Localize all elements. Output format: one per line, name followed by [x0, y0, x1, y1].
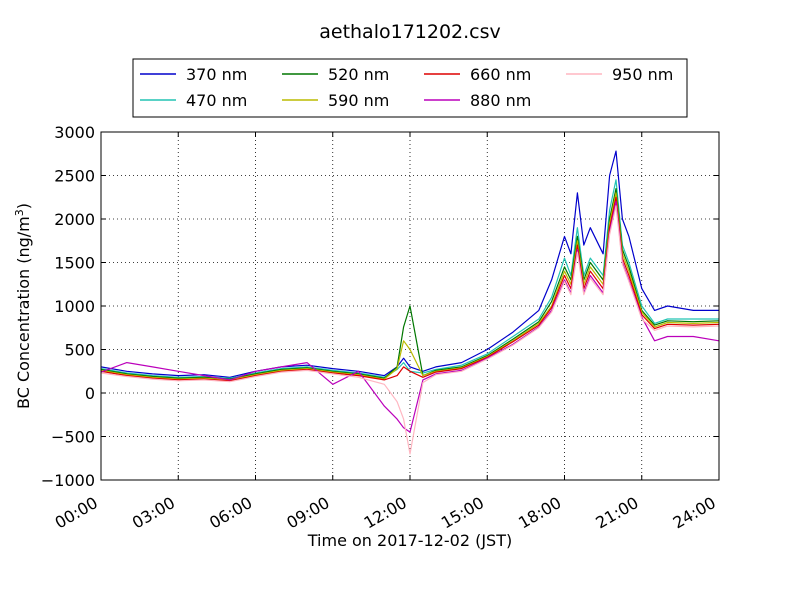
- y-tick-label: 1500: [54, 254, 95, 273]
- x-tick-label: 06:00: [206, 493, 255, 533]
- y-tick-label: 2500: [54, 167, 95, 186]
- x-tick-label: 12:00: [361, 493, 410, 533]
- legend-label: 880 nm: [470, 91, 531, 110]
- y-tick-label: 0: [85, 384, 95, 403]
- y-tick-label: 1000: [54, 297, 95, 316]
- x-tick-label: 00:00: [52, 493, 101, 533]
- y-axis-title: BC Concentration (ng/m3): [13, 203, 34, 409]
- legend-label: 370 nm: [186, 65, 247, 84]
- x-tick-label: 18:00: [515, 493, 564, 533]
- y-tick-label: −1000: [41, 471, 95, 490]
- ticks: 00:00 03:00 06:00 09:00 12:00 15:00 18:00 21:00…: [41, 123, 720, 533]
- x-tick-label: 09:00: [283, 493, 332, 533]
- y-axis-title-sup: 3: [13, 209, 26, 216]
- y-axis-title-main: BC Concentration (ng/m: [14, 216, 33, 409]
- series-line-950-nm: [101, 205, 719, 455]
- chart-title: aethalo171202.csv: [319, 21, 501, 43]
- y-tick-label: 500: [64, 341, 95, 360]
- x-tick-label: 03:00: [129, 493, 178, 533]
- legend-box: [132, 58, 688, 118]
- legend-label: 950 nm: [612, 65, 673, 84]
- series-lines: [101, 150, 719, 455]
- legend-label: 470 nm: [186, 91, 247, 110]
- x-tick-label: 24:00: [670, 493, 719, 533]
- x-axis-title: Time on 2017-12-02 (JST): [307, 531, 512, 550]
- legend: 370 nm 470 nm 520 nm 590 nm 660 nm 880 nm 950 …: [132, 58, 688, 118]
- x-tick-label: 21:00: [592, 493, 641, 533]
- y-tick-label: 2000: [54, 210, 95, 229]
- x-tick-label: 15:00: [438, 493, 487, 533]
- legend-label: 590 nm: [328, 91, 389, 110]
- y-tick-label: 3000: [54, 123, 95, 142]
- y-tick-label: −500: [51, 428, 95, 447]
- legend-label: 520 nm: [328, 65, 389, 84]
- legend-label: 660 nm: [470, 65, 531, 84]
- y-axis-title-end: ): [14, 203, 33, 209]
